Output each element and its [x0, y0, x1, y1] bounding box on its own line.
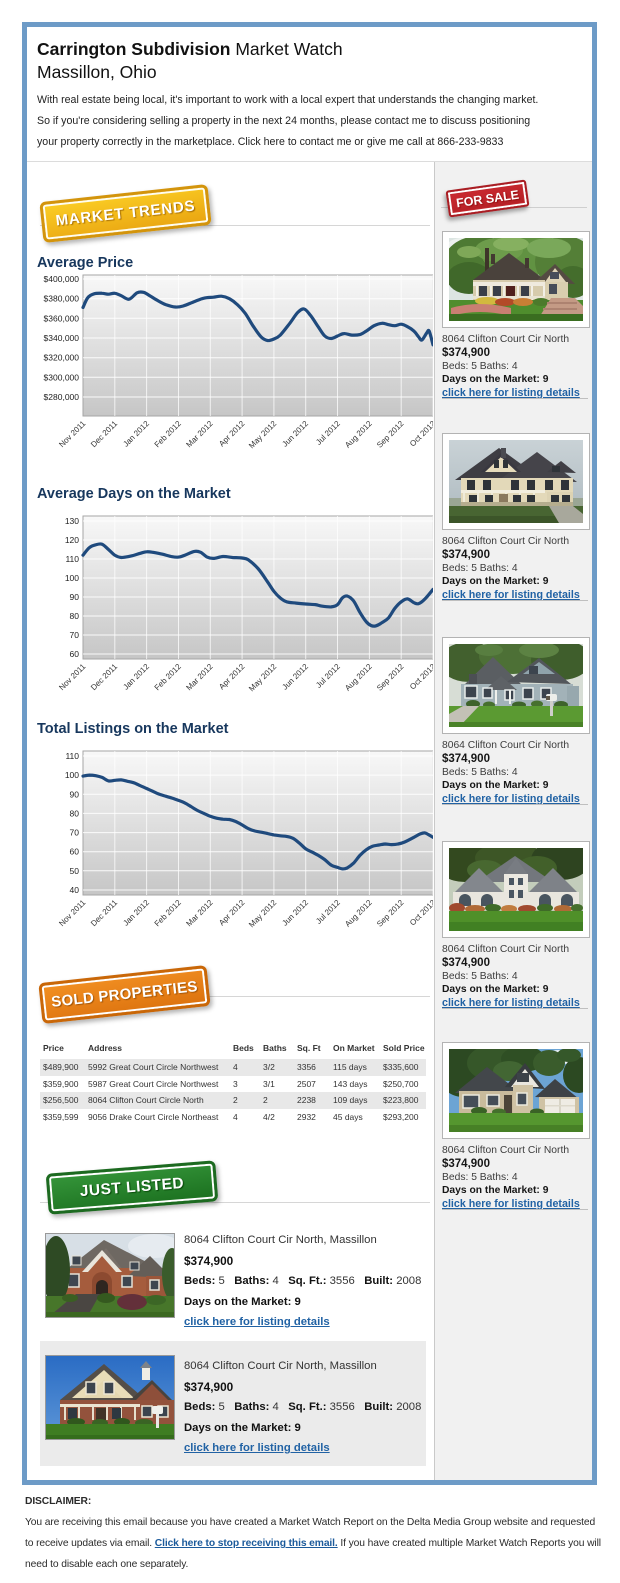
svg-text:110: 110 [65, 554, 79, 564]
svg-text:$280,000: $280,000 [44, 392, 80, 402]
svg-text:Feb 2012: Feb 2012 [153, 662, 184, 693]
svg-text:70: 70 [70, 828, 80, 838]
svg-text:Jul 2012: Jul 2012 [314, 419, 342, 447]
svg-text:Nov 2011: Nov 2011 [57, 662, 88, 693]
svg-text:Mar 2012: Mar 2012 [184, 898, 215, 929]
svg-text:Aug 2012: Aug 2012 [343, 662, 374, 693]
svg-text:130: 130 [65, 516, 79, 526]
svg-text:Sep 2012: Sep 2012 [375, 662, 406, 693]
svg-text:Apr 2012: Apr 2012 [217, 662, 247, 692]
svg-text:60: 60 [70, 649, 80, 659]
svg-text:Jun 2012: Jun 2012 [280, 419, 310, 449]
svg-text:$300,000: $300,000 [44, 372, 80, 382]
svg-text:Mar 2012: Mar 2012 [184, 419, 215, 450]
svg-text:110: 110 [65, 751, 79, 761]
svg-text:70: 70 [70, 630, 80, 640]
svg-text:Dec 2011: Dec 2011 [89, 662, 120, 693]
svg-text:$380,000: $380,000 [44, 294, 80, 304]
svg-text:80: 80 [70, 611, 80, 621]
svg-text:May 2012: May 2012 [247, 662, 279, 694]
svg-text:$320,000: $320,000 [44, 353, 80, 363]
svg-text:40: 40 [70, 885, 80, 895]
svg-text:Jan 2012: Jan 2012 [121, 662, 151, 692]
svg-text:Jan 2012: Jan 2012 [121, 898, 151, 928]
svg-text:Jul 2012: Jul 2012 [314, 898, 342, 926]
svg-text:90: 90 [70, 592, 80, 602]
svg-text:May 2012: May 2012 [247, 898, 279, 930]
svg-text:Aug 2012: Aug 2012 [343, 419, 374, 450]
svg-text:Nov 2011: Nov 2011 [57, 898, 88, 929]
svg-text:Dec 2011: Dec 2011 [89, 419, 120, 450]
svg-text:50: 50 [70, 866, 80, 876]
svg-text:Oct 2012: Oct 2012 [408, 419, 433, 449]
svg-text:60: 60 [70, 847, 80, 857]
svg-text:$360,000: $360,000 [44, 313, 80, 323]
svg-text:Mar 2012: Mar 2012 [184, 662, 215, 693]
svg-text:Aug 2012: Aug 2012 [343, 898, 374, 929]
svg-text:Oct 2012: Oct 2012 [408, 898, 433, 928]
svg-text:May 2012: May 2012 [247, 419, 279, 451]
svg-text:Jul 2012: Jul 2012 [314, 662, 342, 690]
svg-text:$340,000: $340,000 [44, 333, 80, 343]
svg-text:80: 80 [70, 808, 80, 818]
svg-text:Apr 2012: Apr 2012 [217, 898, 247, 928]
svg-text:Jun 2012: Jun 2012 [280, 662, 310, 692]
svg-text:90: 90 [70, 789, 80, 799]
svg-text:Dec 2011: Dec 2011 [89, 898, 120, 929]
svg-text:Oct 2012: Oct 2012 [408, 662, 433, 692]
svg-text:Apr 2012: Apr 2012 [217, 419, 247, 449]
svg-text:120: 120 [65, 535, 79, 545]
svg-text:Jun 2012: Jun 2012 [280, 898, 310, 928]
svg-text:Feb 2012: Feb 2012 [153, 898, 184, 929]
svg-text:Nov 2011: Nov 2011 [57, 419, 88, 450]
svg-text:Jan 2012: Jan 2012 [121, 419, 151, 449]
svg-text:Feb 2012: Feb 2012 [153, 419, 184, 450]
svg-text:$400,000: $400,000 [44, 274, 80, 284]
svg-text:Sep 2012: Sep 2012 [375, 419, 406, 450]
svg-text:100: 100 [65, 573, 79, 583]
svg-text:100: 100 [65, 770, 79, 780]
svg-text:Sep 2012: Sep 2012 [375, 898, 406, 929]
